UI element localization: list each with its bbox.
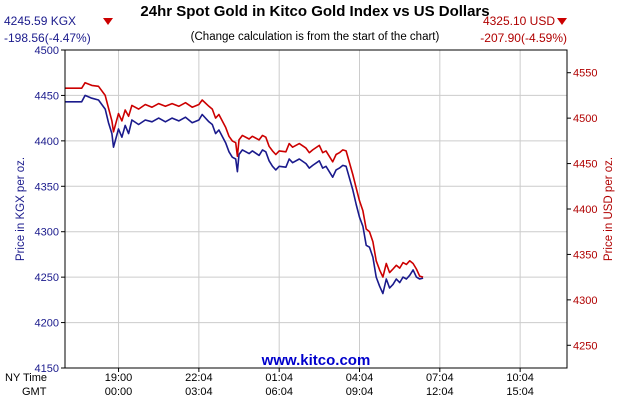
right-tick-label: 4550 <box>573 68 597 80</box>
series-line-kgx <box>65 94 424 295</box>
left-tick-label: 4200 <box>35 318 59 330</box>
x-tick-label-ny: 07:04 <box>426 372 454 384</box>
x-row-label-ny: NY Time <box>5 372 47 384</box>
left-tick-label: 4300 <box>35 227 59 239</box>
left-axis-ticks: 4150 4200 4250 4300 4350 4400 4450 4500 <box>35 45 65 375</box>
x-row-label-gmt: GMT <box>22 386 47 398</box>
usd-change-stat: -207.90(-4.59%) <box>480 31 567 45</box>
grid-lines <box>65 50 567 368</box>
x-tick-label-gmt: 06:04 <box>265 386 293 398</box>
series-lines <box>65 81 424 295</box>
x-tick-label-ny: 01:04 <box>265 372 293 384</box>
plot-area <box>64 49 568 369</box>
x-tick-label-ny: 10:04 <box>506 372 534 384</box>
right-tick-label: 4350 <box>573 249 597 261</box>
right-tick-label: 4250 <box>573 340 597 352</box>
x-tick-label-ny: 04:04 <box>346 372 374 384</box>
chart-title: 24hr Spot Gold in Kitco Gold Index vs US… <box>140 3 489 20</box>
x-tick-label-gmt: 12:04 <box>426 386 454 398</box>
left-tick-label: 4500 <box>35 45 59 57</box>
x-axis-ticks: 19:00 00:00 22:04 03:04 01:04 06:04 04:04 09:04… <box>105 368 534 398</box>
x-tick-label-gmt: 15:04 <box>506 386 534 398</box>
right-tick-label: 4500 <box>573 113 597 125</box>
left-tick-label: 4150 <box>35 363 59 375</box>
x-tick-label-gmt: 03:04 <box>185 386 213 398</box>
x-tick-label-ny: 22:04 <box>185 372 213 384</box>
right-axis-ticks: 4250 4300 4350 4400 4450 4500 4550 <box>567 68 597 352</box>
right-tick-label: 4400 <box>573 204 597 216</box>
kgx-price-stat: 4245.59 KGX <box>4 14 76 28</box>
left-tick-label: 4350 <box>35 181 59 193</box>
series-line-usd <box>65 81 424 278</box>
plot-border <box>64 49 568 369</box>
x-tick-label-ny: 19:00 <box>105 372 133 384</box>
kgx-change-stat: -198.56(-4.47%) <box>4 31 91 45</box>
right-tick-label: 4450 <box>573 159 597 171</box>
right-tick-label: 4300 <box>573 295 597 307</box>
right-axis-label: Price in USD per oz. <box>603 157 615 261</box>
x-tick-label-gmt: 00:00 <box>105 386 133 398</box>
left-tick-label: 4400 <box>35 136 59 148</box>
chart-subtitle: (Change calculation is from the start of… <box>191 31 440 43</box>
down-arrow-icon <box>103 18 113 25</box>
down-arrow-icon <box>557 18 567 25</box>
usd-price-stat: 4325.10 USD <box>483 14 555 28</box>
left-tick-label: 4450 <box>35 90 59 102</box>
x-tick-label-gmt: 09:04 <box>346 386 374 398</box>
left-axis-label: Price in KGX per oz. <box>15 157 27 261</box>
watermark: www.kitco.com <box>261 352 371 369</box>
left-tick-label: 4250 <box>35 272 59 284</box>
